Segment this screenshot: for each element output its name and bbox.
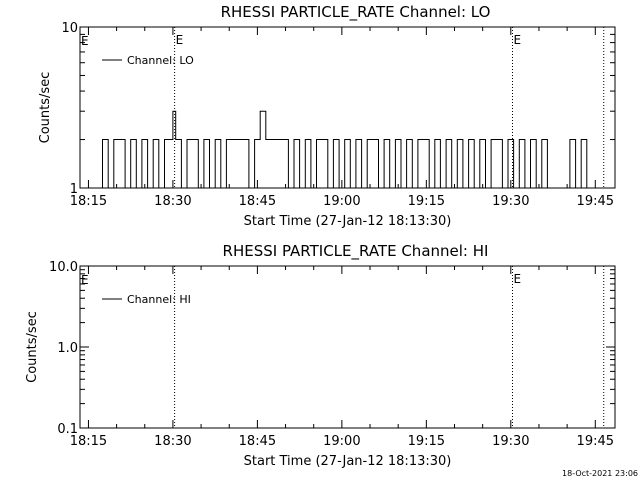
event-marker-label: E <box>514 272 522 286</box>
y-tick-label: 10 <box>61 21 78 36</box>
x-tick-label: 18:15 <box>70 434 107 449</box>
x-axis-label: Start Time (27-Jan-12 18:13:30) <box>244 214 452 229</box>
y-tick-label: 1 <box>70 182 78 197</box>
y-tick-label: 0.1 <box>57 422 78 437</box>
edge-event-label: E <box>81 273 89 287</box>
x-tick-label: 19:45 <box>577 434 614 449</box>
y-tick-label: 1.0 <box>57 341 78 356</box>
x-tick-label: 18:45 <box>239 194 276 209</box>
legend-entry: Channel: LO <box>127 54 194 67</box>
x-tick-label: 18:30 <box>154 434 191 449</box>
plot-frame <box>79 265 616 429</box>
x-tick-label: 18:45 <box>239 434 276 449</box>
hi-channel-panel: RHESSI PARTICLE_RATE Channel: HI 18:15 18:… <box>25 242 616 469</box>
x-tick-label: 18:30 <box>154 194 191 209</box>
x-tick-label: 18:15 <box>70 194 107 209</box>
event-marker-label: E <box>514 33 522 47</box>
plot-frame <box>79 26 616 189</box>
y-axis-label: Counts/sec <box>38 72 53 144</box>
x-tick-label: 19:30 <box>492 194 529 209</box>
x-tick-label: 19:00 <box>323 434 360 449</box>
y-axis-label: Counts/sec <box>25 311 40 383</box>
x-axis-label: Start Time (27-Jan-12 18:13:30) <box>244 454 452 469</box>
chart-title: RHESSI PARTICLE_RATE Channel: HI <box>223 242 489 261</box>
edge-event-label: E <box>81 34 89 48</box>
event-marker-label: E <box>176 33 184 47</box>
x-tick-label: 19:15 <box>408 194 445 209</box>
x-tick-label: 19:45 <box>577 194 614 209</box>
legend-entry: Channel: HI <box>127 293 191 306</box>
y-tick-label: 10.0 <box>49 260 78 275</box>
x-tick-label: 19:15 <box>408 434 445 449</box>
series-line-1 <box>80 110 615 189</box>
x-tick-label: 19:00 <box>323 194 360 209</box>
render-timestamp: 18-Oct-2021 23:06 <box>562 469 638 478</box>
chart-title: RHESSI PARTICLE_RATE Channel: LO <box>221 3 491 22</box>
lo-channel-panel: RHESSI PARTICLE_RATE Channel: LO 18:15 18:… <box>38 3 616 229</box>
x-tick-label: 19:30 <box>492 434 529 449</box>
